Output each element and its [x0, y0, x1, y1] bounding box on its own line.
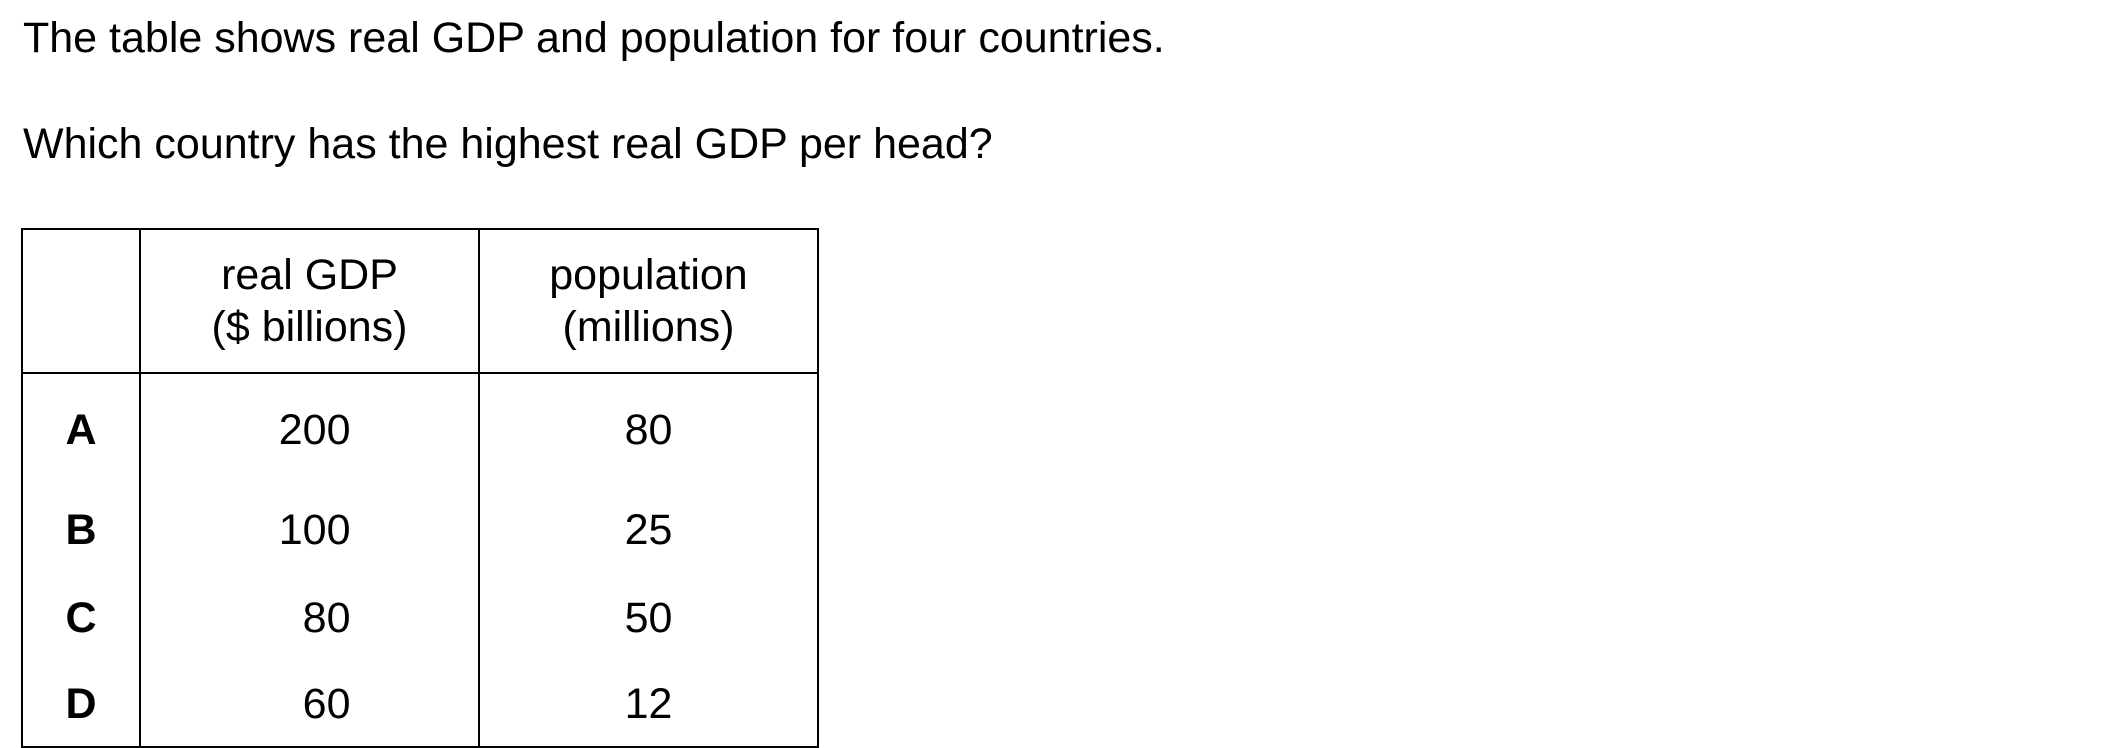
header-real-gdp: real GDP ($ billions) [139, 228, 480, 374]
gdp-value: 80 [302, 594, 351, 642]
gdp-cell: 100 [139, 486, 480, 574]
gdp-value: 60 [302, 680, 351, 728]
row-label: B [21, 486, 141, 574]
table-row: D 60 12 [21, 662, 819, 748]
header-empty-cell [21, 228, 141, 374]
intro-text: The table shows real GDP and population … [23, 14, 1165, 62]
header-population: population (millions) [478, 228, 819, 374]
row-label: D [21, 662, 141, 748]
population-value: 25 [624, 506, 673, 554]
header-real-gdp-unit: ($ billions) [211, 303, 408, 351]
question-text: Which country has the highest real GDP p… [23, 120, 993, 168]
header-population-unit: (millions) [562, 303, 735, 351]
population-value: 80 [624, 406, 673, 454]
table-row: C 80 50 [21, 574, 819, 662]
gdp-value: 100 [278, 506, 351, 554]
header-population-title: population [549, 251, 748, 299]
row-label: C [21, 574, 141, 662]
population-cell: 12 [478, 662, 819, 748]
table-header-row: real GDP ($ billions) population (millio… [21, 228, 819, 374]
population-value: 12 [624, 680, 673, 728]
gdp-cell: 60 [139, 662, 480, 748]
population-cell: 80 [478, 372, 819, 486]
gdp-value: 200 [278, 406, 351, 454]
table-row: B 100 25 [21, 486, 819, 574]
gdp-cell: 80 [139, 574, 480, 662]
header-real-gdp-title: real GDP [221, 251, 398, 299]
gdp-population-table: real GDP ($ billions) population (millio… [21, 228, 819, 748]
row-label: A [21, 372, 141, 486]
population-cell: 50 [478, 574, 819, 662]
population-value: 50 [624, 594, 673, 642]
gdp-cell: 200 [139, 372, 480, 486]
table-row: A 200 80 [21, 372, 819, 486]
population-cell: 25 [478, 486, 819, 574]
